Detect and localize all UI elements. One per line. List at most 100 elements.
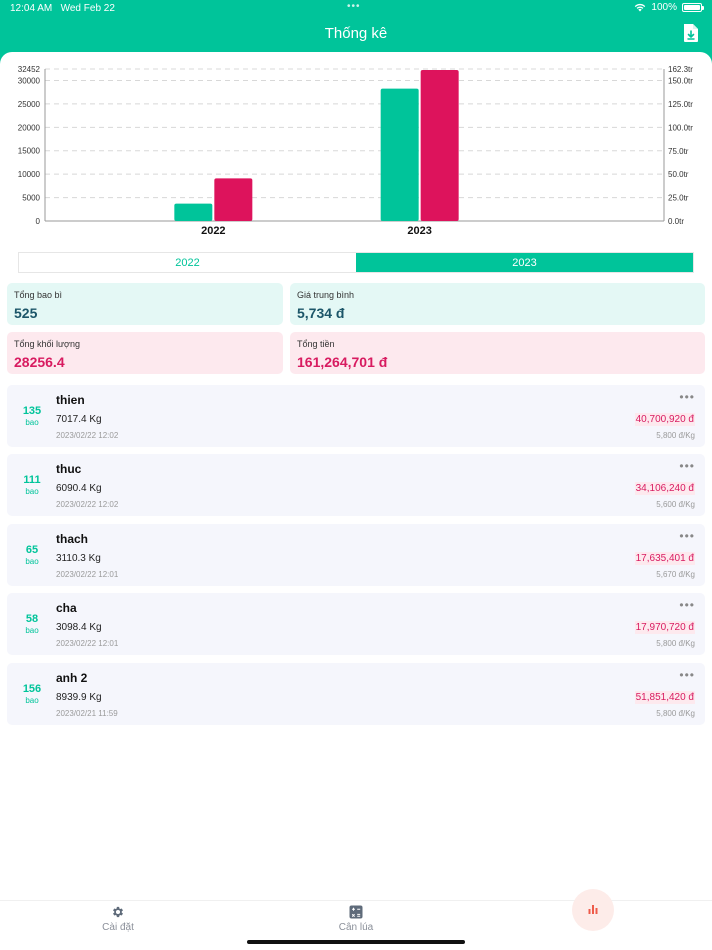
stat-total-weight-value: 28256.4 xyxy=(14,354,65,370)
record-total: 17,970,720 đ xyxy=(634,621,695,634)
bag-count: 111 bao xyxy=(7,474,57,496)
record-date: 2023/02/22 12:01 xyxy=(56,570,119,579)
list-item[interactable]: 156 bao anh 2 8939.9 Kg 2023/02/21 11:59 … xyxy=(7,663,705,725)
y-tick-label-right: 50.0tr xyxy=(668,170,689,179)
nav-settings[interactable]: Cài đặt xyxy=(78,905,158,933)
stat-total-bags: Tổng bao bì 525 xyxy=(7,283,283,325)
battery-icon xyxy=(682,3,704,12)
list-item[interactable]: 65 bao thach 3110.3 Kg 2023/02/22 12:01 •… xyxy=(7,524,705,586)
bag-count-unit: bao xyxy=(25,696,39,705)
main-content: 0 5000 10000 15000 20000 25000 30000 32452 0.0tr… xyxy=(0,52,712,950)
tab-2023[interactable]: 2023 xyxy=(356,253,693,272)
record-date: 2023/02/22 12:02 xyxy=(56,431,119,440)
record-name: thuc xyxy=(56,462,82,476)
stat-total-money: Tổng tiền 161,264,701 đ xyxy=(290,332,705,374)
bag-count-unit: bao xyxy=(25,557,39,566)
y-tick-label-left: 32452 xyxy=(18,65,41,74)
stat-total-bags-value: 525 xyxy=(14,305,38,321)
wifi-icon xyxy=(635,3,646,12)
bag-count: 135 bao xyxy=(7,405,57,427)
home-indicator[interactable] xyxy=(247,940,465,944)
bag-count: 65 bao xyxy=(7,544,57,566)
record-date: 2023/02/21 11:59 xyxy=(56,709,118,718)
nav-weigh-rice-label: Cân lúa xyxy=(338,922,374,933)
tab-2022[interactable]: 2022 xyxy=(175,256,200,269)
page-title: Thống kê xyxy=(324,25,388,42)
more-options-icon[interactable]: ••• xyxy=(679,459,695,473)
record-unit-price: 5,800 đ/Kg xyxy=(656,431,695,440)
status-time-text: 12:04 AM xyxy=(10,3,53,14)
record-date: 2023/02/22 12:01 xyxy=(56,639,119,648)
y-tick-label-left: 0 xyxy=(36,217,41,226)
record-unit-price: 5,800 đ/Kg xyxy=(656,639,695,648)
bag-count-value: 65 xyxy=(25,544,39,556)
record-total: 17,635,401 đ xyxy=(634,552,695,565)
record-unit-price: 5,800 đ/Kg xyxy=(656,709,695,718)
nav-settings-label: Cài đặt xyxy=(102,922,134,933)
record-weight: 6090.4 Kg xyxy=(56,483,102,494)
y-tick-label-right: 75.0tr xyxy=(668,147,689,156)
status-right: 100% xyxy=(634,2,704,13)
status-time: 12:04 AM Wed Feb 22 xyxy=(10,3,115,14)
y-tick-label-left: 20000 xyxy=(18,123,41,132)
x-tick-label: 2023 xyxy=(407,225,431,237)
bar-chart: 0 5000 10000 15000 20000 25000 30000 32452 0.0tr… xyxy=(18,65,693,237)
y-tick-label-right: 0.0tr xyxy=(668,217,684,226)
y-tick-label-right: 150.0tr xyxy=(668,77,693,86)
bar-2023-series-1 xyxy=(380,88,419,221)
record-total: 34,106,240 đ xyxy=(634,482,695,495)
more-options-icon[interactable]: ••• xyxy=(679,390,695,404)
more-options-icon[interactable]: ••• xyxy=(679,529,695,543)
record-unit-price: 5,670 đ/Kg xyxy=(656,570,695,579)
nav-statistics[interactable] xyxy=(572,889,614,931)
gear-icon xyxy=(113,906,123,918)
stat-average-price: Giá trung bình 5,734 đ xyxy=(290,283,705,325)
record-weight: 3110.3 Kg xyxy=(56,553,101,564)
bag-count-value: 135 xyxy=(22,405,42,417)
y-tick-label-right: 125.0tr xyxy=(668,100,693,109)
more-options-icon[interactable]: ••• xyxy=(679,598,695,612)
multitasking-dots-icon[interactable]: ••• xyxy=(347,1,361,12)
nav-weigh-rice[interactable]: Cân lúa xyxy=(316,905,396,933)
y-tick-label-left: 5000 xyxy=(22,194,40,203)
bag-count-unit: bao xyxy=(25,487,39,496)
stat-average-price-label: Giá trung bình xyxy=(297,290,355,300)
battery-percent: 100% xyxy=(651,2,677,13)
bar-2022-series-1 xyxy=(174,203,213,221)
y-tick-label-left: 25000 xyxy=(18,100,41,109)
year-tabs: 2022 2023 xyxy=(18,252,694,273)
record-name: anh 2 xyxy=(56,671,88,685)
y-tick-label-right: 100.0tr xyxy=(668,123,693,132)
bag-count-value: 111 xyxy=(23,474,41,486)
stat-total-money-label: Tổng tiền xyxy=(297,339,335,349)
stat-total-bags-label: Tổng bao bì xyxy=(14,290,63,300)
record-unit-price: 5,600 đ/Kg xyxy=(656,500,695,509)
list-item[interactable]: 111 bao thuc 6090.4 Kg 2023/02/22 12:02 •… xyxy=(7,454,705,516)
x-tick-label: 2022 xyxy=(201,225,225,237)
y-tick-label-left: 15000 xyxy=(18,147,41,156)
record-weight: 7017.4 Kg xyxy=(56,414,102,425)
list-item[interactable]: 58 bao cha 3098.4 Kg 2023/02/22 12:01 •••… xyxy=(7,593,705,655)
bar-2023-series-2 xyxy=(420,69,459,221)
bag-count-value: 58 xyxy=(25,613,39,625)
bag-count: 58 bao xyxy=(7,613,57,635)
calculator-icon xyxy=(349,905,363,919)
list-item[interactable]: 135 bao thien 7017.4 Kg 2023/02/22 12:02 … xyxy=(7,385,705,447)
record-total: 40,700,920 đ xyxy=(634,413,695,426)
record-total: 51,851,420 đ xyxy=(634,691,695,704)
y-tick-label-right: 162.3tr xyxy=(668,65,693,74)
record-weight: 8939.9 Kg xyxy=(56,692,102,703)
record-name: cha xyxy=(56,601,77,615)
app-header: Thống kê xyxy=(0,18,712,52)
record-name: thien xyxy=(56,393,85,407)
more-options-icon[interactable]: ••• xyxy=(679,668,695,682)
file-download-icon[interactable] xyxy=(682,23,700,43)
status-date: Wed Feb 22 xyxy=(60,3,115,14)
y-tick-label-left: 10000 xyxy=(18,170,41,179)
stat-total-weight: Tổng khối lượng 28256.4 xyxy=(7,332,283,374)
bag-count-value: 156 xyxy=(22,683,42,695)
stat-total-money-value: 161,264,701 đ xyxy=(297,354,388,370)
stat-average-price-value: 5,734 đ xyxy=(297,305,345,321)
status-bar: 12:04 AM Wed Feb 22 ••• 100% xyxy=(0,0,712,18)
bag-count: 156 bao xyxy=(7,683,57,705)
